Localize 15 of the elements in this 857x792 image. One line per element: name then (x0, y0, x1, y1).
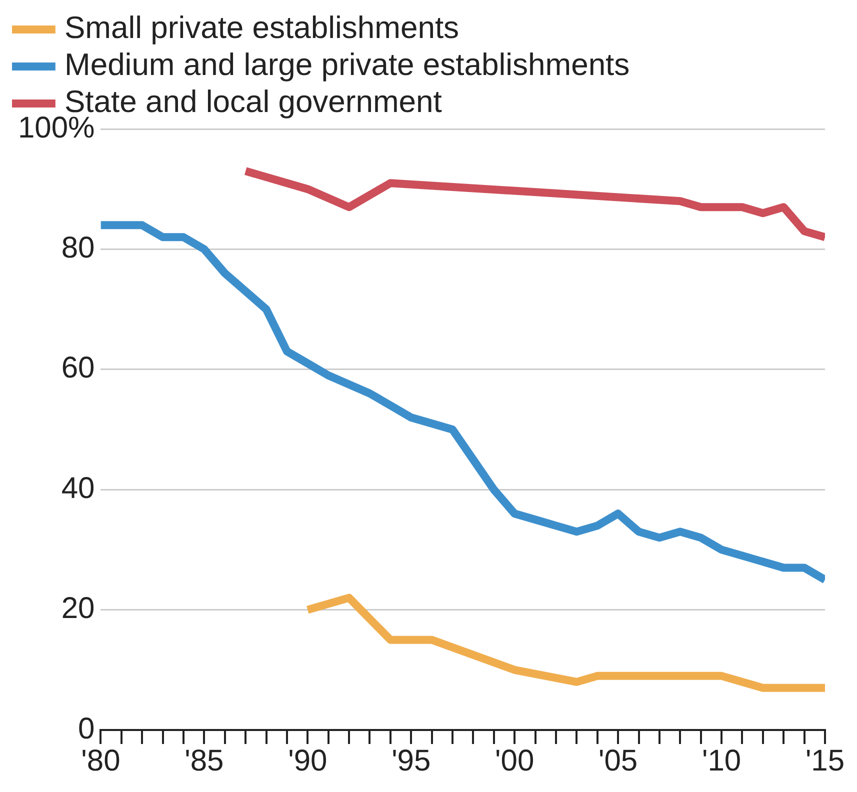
x-tick-label: '05 (598, 744, 638, 778)
legend-label: Medium and large private establishments (64, 47, 630, 82)
x-tick-label: '15 (805, 744, 845, 778)
y-tick-label: 20 (61, 592, 95, 626)
legend-label: Small private establishments (64, 10, 460, 46)
x-tick-label: '00 (495, 744, 534, 778)
y-tick-label: 60 (61, 352, 95, 385)
x-tick-label: '85 (184, 744, 224, 778)
y-tick-label: 80 (61, 231, 95, 264)
x-tick-label: '10 (702, 744, 742, 778)
x-tick-label: '90 (288, 744, 328, 778)
x-tick-label: '80 (81, 744, 120, 778)
y-tick-label: 40 (61, 472, 95, 505)
x-tick-label: '95 (392, 744, 431, 778)
y-tick-label: 0 (78, 712, 95, 746)
